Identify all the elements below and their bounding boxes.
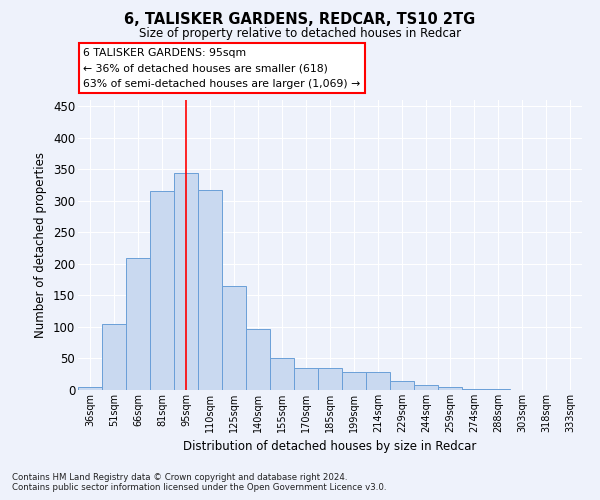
Bar	[174, 172, 198, 390]
Bar	[246, 329, 270, 390]
Bar	[270, 358, 294, 390]
Text: Contains HM Land Registry data © Crown copyright and database right 2024.: Contains HM Land Registry data © Crown c…	[12, 474, 347, 482]
Bar	[318, 368, 342, 390]
Bar	[126, 258, 150, 390]
Text: Contains public sector information licensed under the Open Government Licence v3: Contains public sector information licen…	[12, 484, 386, 492]
Bar	[462, 388, 486, 390]
Bar	[150, 192, 174, 390]
Y-axis label: Number of detached properties: Number of detached properties	[34, 152, 47, 338]
Bar	[198, 190, 222, 390]
Bar	[390, 380, 414, 390]
Bar	[342, 372, 366, 390]
X-axis label: Distribution of detached houses by size in Redcar: Distribution of detached houses by size …	[184, 440, 476, 454]
Bar	[222, 286, 246, 390]
Bar	[414, 385, 438, 390]
Text: 6 TALISKER GARDENS: 95sqm
← 36% of detached houses are smaller (618)
63% of semi: 6 TALISKER GARDENS: 95sqm ← 36% of detac…	[83, 48, 360, 89]
Bar	[102, 324, 126, 390]
Bar	[78, 387, 102, 390]
Bar	[366, 372, 390, 390]
Text: Size of property relative to detached houses in Redcar: Size of property relative to detached ho…	[139, 28, 461, 40]
Bar	[438, 387, 462, 390]
Text: 6, TALISKER GARDENS, REDCAR, TS10 2TG: 6, TALISKER GARDENS, REDCAR, TS10 2TG	[124, 12, 476, 28]
Bar	[294, 368, 318, 390]
